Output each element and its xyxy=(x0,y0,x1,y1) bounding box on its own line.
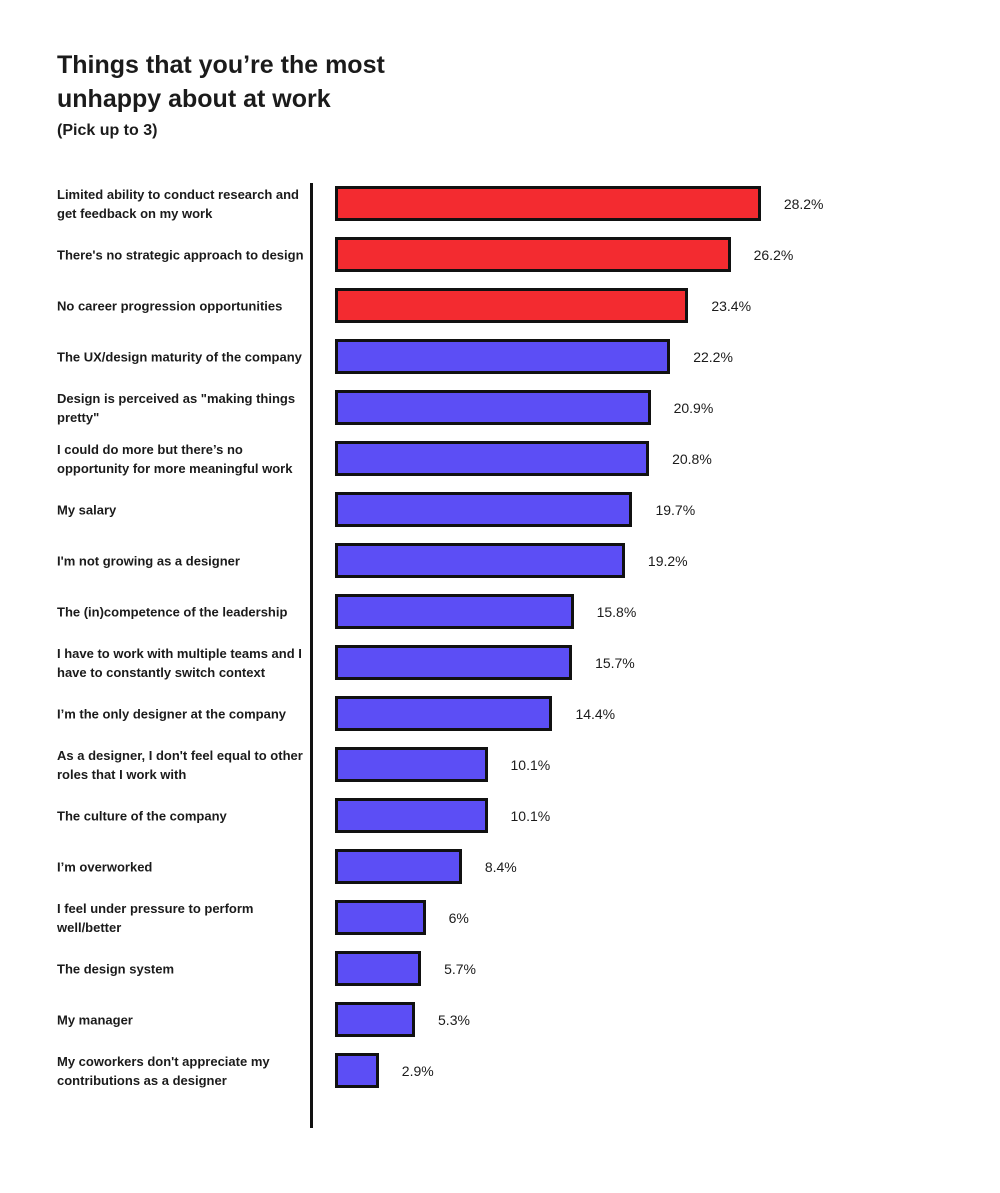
bar-chart: Limited ability to conduct research and … xyxy=(0,178,1000,1128)
chart-row: My salary 19.7% xyxy=(0,484,1000,535)
bar-wrap: 5.3% xyxy=(335,994,470,1045)
category-label: Design is perceived as "making things pr… xyxy=(57,390,296,425)
bar-wrap: 20.8% xyxy=(335,433,712,484)
chart-row: Limited ability to conduct research and … xyxy=(0,178,1000,229)
bar xyxy=(335,798,488,833)
category-label: I could do more but there’s no opportuni… xyxy=(57,441,293,476)
category-label: As a designer, I don't feel equal to oth… xyxy=(57,747,303,782)
category-label: The culture of the company xyxy=(57,808,227,823)
value-label: 5.3% xyxy=(438,1011,470,1028)
chart-title: Things that you’re the most unhappy abou… xyxy=(57,48,385,116)
value-label: 26.2% xyxy=(753,246,794,263)
bar xyxy=(335,849,462,884)
category-label: My salary xyxy=(57,502,117,517)
value-label: 15.8% xyxy=(596,603,637,620)
category-label: The (in)competence of the leadership xyxy=(57,604,288,619)
chart-row: My manager 5.3% xyxy=(0,994,1000,1045)
category-label: The design system xyxy=(57,961,175,976)
value-label: 22.2% xyxy=(693,348,733,365)
chart-row: Design is perceived as "making things pr… xyxy=(0,382,1000,433)
bar-wrap: 8.4% xyxy=(335,841,517,892)
bar xyxy=(335,900,426,935)
bar-wrap: 23.4% xyxy=(335,280,751,331)
category-label: The UX/design maturity of the company xyxy=(57,349,302,364)
category-label: Limited ability to conduct research and … xyxy=(57,186,299,221)
bar xyxy=(335,339,671,374)
chart-row: The (in)competence of the leadership 15.8… xyxy=(0,586,1000,637)
value-label: 28.2% xyxy=(783,195,824,212)
chart-row: The design system 5.7% xyxy=(0,943,1000,994)
category-label: I feel under pressure to perform well/be… xyxy=(57,900,254,935)
bar xyxy=(335,645,573,680)
bar-highlighted xyxy=(335,288,689,323)
bar xyxy=(335,747,488,782)
bar xyxy=(335,1002,416,1037)
bar-wrap: 10.1% xyxy=(335,739,550,790)
chart-row: I feel under pressure to perform well/be… xyxy=(0,892,1000,943)
chart-row: I'm not growing as a designer 19.2% xyxy=(0,535,1000,586)
chart-row: There's no strategic approach to design 2… xyxy=(0,229,1000,280)
y-axis-line xyxy=(310,183,313,1128)
category-label: My manager xyxy=(57,1012,133,1027)
bar xyxy=(335,951,422,986)
bar-wrap: 19.2% xyxy=(335,535,688,586)
value-label: 8.4% xyxy=(484,858,517,875)
value-label: 20.8% xyxy=(672,450,712,467)
chart-row: As a designer, I don't feel equal to oth… xyxy=(0,739,1000,790)
chart-row: I have to work with multiple teams and I… xyxy=(0,637,1000,688)
chart-row: I’m overworked 8.4% xyxy=(0,841,1000,892)
bar-wrap: 28.2% xyxy=(335,178,824,229)
chart-row: No career progression opportunities 23.4% xyxy=(0,280,1000,331)
bar xyxy=(335,594,574,629)
value-label: 2.9% xyxy=(401,1062,434,1079)
bar xyxy=(335,543,625,578)
bar-wrap: 6% xyxy=(335,892,469,943)
bar-wrap: 15.8% xyxy=(335,586,636,637)
value-label: 15.7% xyxy=(595,654,635,671)
bar-wrap: 22.2% xyxy=(335,331,733,382)
bar-wrap: 19.7% xyxy=(335,484,695,535)
chart-row: The UX/design maturity of the company 22.… xyxy=(0,331,1000,382)
category-label: There's no strategic approach to design xyxy=(57,247,304,262)
category-label: I’m the only designer at the company xyxy=(57,706,286,721)
bar-highlighted xyxy=(335,237,731,272)
bar-wrap: 10.1% xyxy=(335,790,550,841)
category-label: I have to work with multiple teams and I… xyxy=(57,645,302,680)
category-label: I’m overworked xyxy=(57,859,153,874)
value-label: 19.2% xyxy=(647,552,688,569)
bar-highlighted xyxy=(335,186,761,221)
value-label: 10.1% xyxy=(510,756,551,773)
bar-wrap: 20.9% xyxy=(335,382,713,433)
value-label: 20.9% xyxy=(673,399,714,416)
bar xyxy=(335,390,651,425)
value-label: 23.4% xyxy=(711,297,752,314)
bar xyxy=(335,696,553,731)
chart-title-line-2: unhappy about at work xyxy=(57,85,331,113)
bar-wrap: 5.7% xyxy=(335,943,476,994)
bar-wrap: 26.2% xyxy=(335,229,793,280)
value-label: 5.7% xyxy=(444,960,476,977)
bar xyxy=(335,441,650,476)
chart-subtitle: (Pick up to 3) xyxy=(57,122,158,139)
bar-wrap: 14.4% xyxy=(335,688,615,739)
chart-row: The culture of the company 10.1% xyxy=(0,790,1000,841)
value-label: 10.1% xyxy=(510,807,551,824)
value-label: 14.4% xyxy=(575,705,616,722)
value-label: 6% xyxy=(448,909,469,926)
bar xyxy=(335,492,633,527)
chart-title-line-1: Things that you’re the most xyxy=(57,51,385,79)
category-label: My coworkers don't appreciate my contrib… xyxy=(57,1053,270,1088)
chart-row: I’m the only designer at the company 14.4… xyxy=(0,688,1000,739)
chart-row: My coworkers don't appreciate my contrib… xyxy=(0,1045,1000,1096)
bar xyxy=(335,1053,379,1088)
bar-wrap: 2.9% xyxy=(335,1045,434,1096)
category-label: I'm not growing as a designer xyxy=(57,553,240,568)
category-label: No career progression opportunities xyxy=(57,298,283,313)
chart-row: I could do more but there’s no opportuni… xyxy=(0,433,1000,484)
bar-wrap: 15.7% xyxy=(335,637,635,688)
value-label: 19.7% xyxy=(655,501,696,518)
